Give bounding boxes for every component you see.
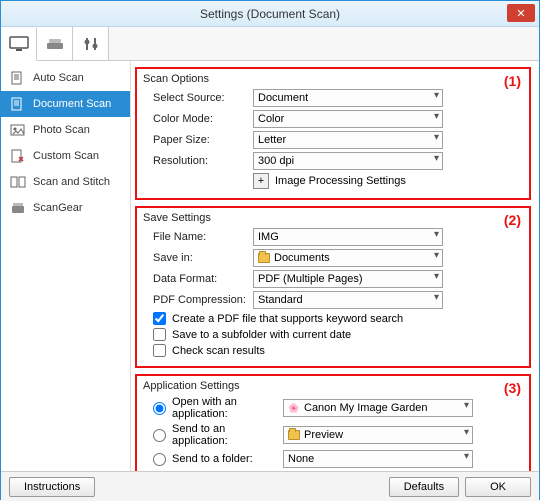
paper-size-label: Paper Size: bbox=[143, 134, 253, 146]
sidebar-item-document-scan[interactable]: Document Scan bbox=[1, 91, 130, 117]
titlebar: Settings (Document Scan) ✕ bbox=[1, 1, 539, 27]
send-app-radio[interactable] bbox=[153, 429, 166, 442]
data-format-label: Data Format: bbox=[143, 273, 253, 285]
send-folder-radio[interactable] bbox=[153, 453, 166, 466]
sidebar-item-auto-scan[interactable]: Auto Scan bbox=[1, 65, 130, 91]
pdf-compression-label: PDF Compression: bbox=[143, 294, 253, 306]
folder-icon bbox=[258, 253, 270, 263]
gear-icon bbox=[9, 201, 27, 215]
file-name-dropdown[interactable]: IMG bbox=[253, 228, 443, 246]
section-number: (2) bbox=[504, 212, 521, 228]
expand-ips-button[interactable]: + bbox=[253, 173, 269, 189]
sidebar-item-label: Auto Scan bbox=[33, 72, 84, 84]
ips-label: Image Processing Settings bbox=[275, 175, 406, 187]
select-source-dropdown[interactable]: Document bbox=[253, 89, 443, 107]
send-folder-label: Send to a folder: bbox=[172, 453, 253, 465]
resolution-dropdown[interactable]: 300 dpi bbox=[253, 152, 443, 170]
save-in-label: Save in: bbox=[143, 252, 253, 264]
sidebar-item-photo-scan[interactable]: Photo Scan bbox=[1, 117, 130, 143]
data-format-dropdown[interactable]: PDF (Multiple Pages) bbox=[253, 270, 443, 288]
footer: Instructions Defaults OK bbox=[1, 471, 539, 501]
folder-icon bbox=[288, 430, 300, 440]
defaults-button[interactable]: Defaults bbox=[389, 477, 459, 497]
send-app-dropdown[interactable]: Preview bbox=[283, 426, 473, 444]
ok-button[interactable]: OK bbox=[465, 477, 531, 497]
subfolder-label: Save to a subfolder with current date bbox=[172, 329, 351, 341]
main-panel: (1) Scan Options Select Source: Document… bbox=[131, 61, 539, 471]
scan-options-section: (1) Scan Options Select Source: Document… bbox=[135, 67, 531, 200]
file-name-label: File Name: bbox=[143, 231, 253, 243]
sidebar-item-label: Custom Scan bbox=[33, 150, 99, 162]
keyword-search-label: Create a PDF file that supports keyword … bbox=[172, 313, 403, 325]
instructions-button[interactable]: Instructions bbox=[9, 477, 95, 497]
open-app-dropdown[interactable]: 🌸Canon My Image Garden bbox=[283, 399, 473, 417]
subfolder-checkbox[interactable] bbox=[153, 328, 166, 341]
check-results-checkbox[interactable] bbox=[153, 344, 166, 357]
send-app-label: Send to an application: bbox=[172, 423, 283, 447]
open-app-label: Open with an application: bbox=[172, 396, 283, 420]
document-icon bbox=[9, 97, 27, 111]
check-results-label: Check scan results bbox=[172, 345, 265, 357]
color-mode-label: Color Mode: bbox=[143, 113, 253, 125]
document-icon bbox=[9, 71, 27, 85]
color-mode-dropdown[interactable]: Color bbox=[253, 110, 443, 128]
sidebar-item-scangear[interactable]: ScanGear bbox=[1, 195, 130, 221]
section-title: Application Settings bbox=[143, 380, 523, 392]
photo-icon bbox=[9, 123, 27, 137]
pdf-compression-dropdown[interactable]: Standard bbox=[253, 291, 443, 309]
open-app-radio[interactable] bbox=[153, 402, 166, 415]
app-icon: 🌸 bbox=[288, 402, 300, 414]
resolution-label: Resolution: bbox=[143, 155, 253, 167]
sidebar-item-scan-stitch[interactable]: Scan and Stitch bbox=[1, 169, 130, 195]
window-title: Settings (Document Scan) bbox=[200, 7, 340, 21]
section-number: (3) bbox=[504, 380, 521, 396]
section-number: (1) bbox=[504, 73, 521, 89]
sidebar-item-custom-scan[interactable]: Custom Scan bbox=[1, 143, 130, 169]
save-in-dropdown[interactable]: Documents bbox=[253, 249, 443, 267]
keyword-search-checkbox[interactable] bbox=[153, 312, 166, 325]
sidebar: Auto Scan Document Scan Photo Scan Custo… bbox=[1, 61, 131, 471]
close-icon[interactable]: ✕ bbox=[507, 4, 535, 22]
sidebar-item-label: Document Scan bbox=[33, 98, 111, 110]
stitch-icon bbox=[9, 175, 27, 189]
save-settings-section: (2) Save Settings File Name: IMG Save in… bbox=[135, 206, 531, 368]
topnav-sliders-icon[interactable] bbox=[73, 27, 109, 60]
section-title: Save Settings bbox=[143, 212, 523, 224]
paper-size-dropdown[interactable]: Letter bbox=[253, 131, 443, 149]
topnav-scanner-icon[interactable] bbox=[37, 27, 73, 60]
top-nav bbox=[1, 27, 539, 61]
sidebar-item-label: Scan and Stitch bbox=[33, 176, 110, 188]
section-title: Scan Options bbox=[143, 73, 523, 85]
application-settings-section: (3) Application Settings Open with an ap… bbox=[135, 374, 531, 471]
sidebar-item-label: Photo Scan bbox=[33, 124, 90, 136]
topnav-monitor-icon[interactable] bbox=[1, 28, 37, 61]
settings-window: Settings (Document Scan) ✕ Auto Scan Doc… bbox=[0, 0, 540, 500]
send-folder-dropdown[interactable]: None bbox=[283, 450, 473, 468]
custom-icon bbox=[9, 149, 27, 163]
select-source-label: Select Source: bbox=[143, 92, 253, 104]
sidebar-item-label: ScanGear bbox=[33, 202, 83, 214]
